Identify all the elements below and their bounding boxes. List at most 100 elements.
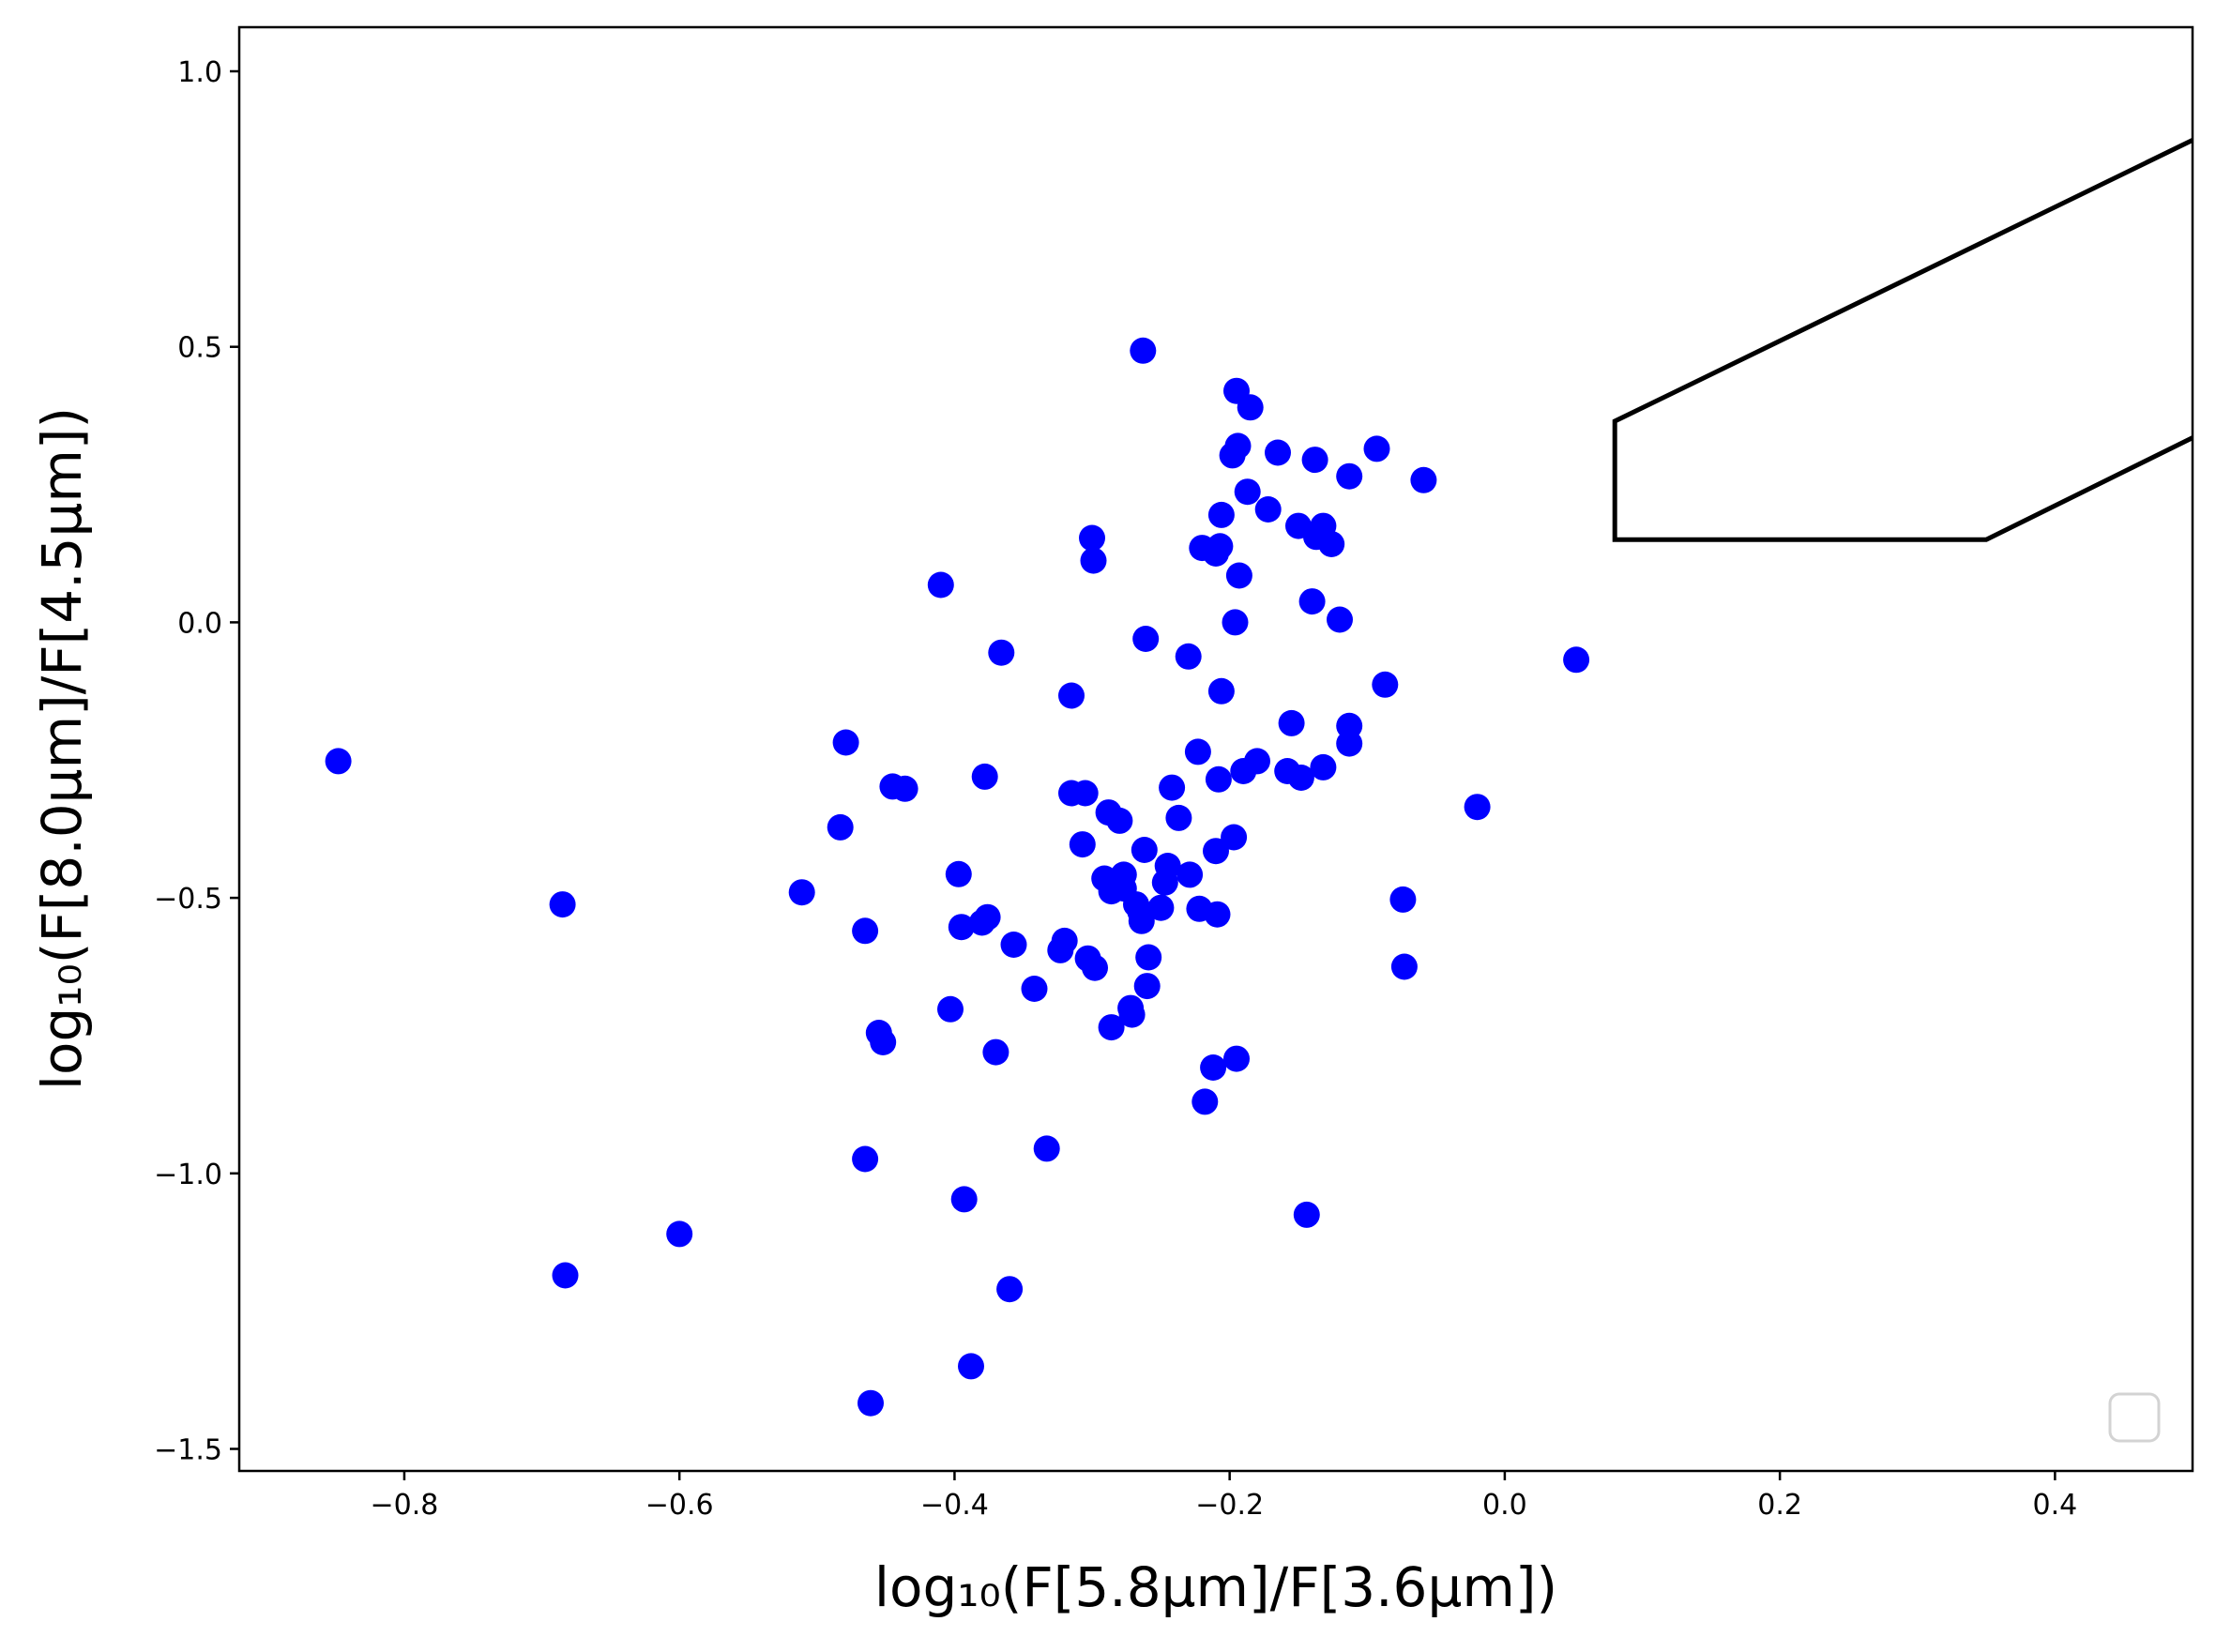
data-point bbox=[1278, 709, 1305, 736]
data-point bbox=[1058, 682, 1085, 709]
y-tick-label: −1.0 bbox=[154, 1159, 222, 1191]
data-point bbox=[552, 1262, 579, 1289]
x-axis-ticks: −0.8 −0.6 −0.4 −0.2 0.0 0.2 0.4 bbox=[371, 1471, 2078, 1522]
y-tick-label: 0.5 bbox=[177, 332, 222, 365]
data-point bbox=[1207, 533, 1234, 560]
plot-frame bbox=[237, 25, 2194, 1473]
data-point bbox=[1389, 886, 1417, 913]
x-tick-label: −0.2 bbox=[1195, 1489, 1264, 1522]
x-tick-label: −0.8 bbox=[371, 1489, 439, 1522]
data-point bbox=[666, 1220, 693, 1248]
data-point bbox=[870, 1029, 897, 1055]
data-point bbox=[1234, 478, 1261, 506]
data-point bbox=[1154, 853, 1181, 879]
data-point bbox=[549, 891, 576, 918]
data-point bbox=[1301, 447, 1328, 474]
data-point bbox=[1223, 1045, 1250, 1072]
data-point bbox=[1207, 501, 1235, 528]
x-tick-label: 0.2 bbox=[1757, 1489, 1802, 1522]
data-point bbox=[1205, 765, 1232, 793]
data-point bbox=[982, 1038, 1009, 1066]
data-point bbox=[937, 995, 964, 1023]
data-point bbox=[1135, 944, 1162, 971]
data-point bbox=[927, 571, 954, 599]
data-point bbox=[1069, 831, 1096, 858]
data-point bbox=[1221, 824, 1248, 851]
data-point bbox=[958, 1353, 984, 1380]
data-point bbox=[1410, 466, 1437, 493]
data-point bbox=[1287, 765, 1314, 791]
data-point bbox=[1176, 861, 1204, 888]
x-tick-label: −0.6 bbox=[645, 1489, 714, 1522]
data-point bbox=[1204, 901, 1231, 928]
data-point bbox=[1082, 954, 1108, 981]
data-point bbox=[1200, 1054, 1227, 1081]
data-point bbox=[1336, 462, 1363, 490]
data-point bbox=[1191, 1088, 1219, 1115]
boundary-line bbox=[1612, 138, 2194, 542]
data-point bbox=[788, 879, 815, 906]
data-point bbox=[1147, 894, 1175, 921]
x-axis-label: log₁₀(F[5.8μm]/F[3.6μm]) bbox=[874, 1555, 1557, 1619]
data-point bbox=[950, 1186, 978, 1213]
data-point bbox=[1237, 394, 1264, 421]
data-point bbox=[1363, 435, 1390, 462]
y-tick-label: 0.0 bbox=[177, 607, 222, 640]
data-point bbox=[974, 903, 1001, 931]
x-tick-label: −0.4 bbox=[920, 1489, 989, 1522]
data-point bbox=[1224, 432, 1252, 460]
data-point bbox=[852, 917, 879, 945]
data-point bbox=[832, 729, 859, 756]
data-point bbox=[1079, 524, 1105, 552]
data-point bbox=[325, 748, 352, 775]
data-point bbox=[1130, 337, 1157, 364]
data-point bbox=[1298, 588, 1326, 615]
legend-box bbox=[2108, 1392, 2161, 1443]
data-point bbox=[1159, 774, 1186, 801]
data-point bbox=[1310, 753, 1337, 781]
data-point bbox=[1563, 646, 1590, 674]
data-point bbox=[1318, 531, 1345, 557]
data-point bbox=[1051, 927, 1078, 954]
data-point bbox=[971, 763, 998, 790]
y-axis-ticks: 1.0 0.5 0.0 −0.5 −1.0 −1.5 bbox=[154, 56, 239, 1467]
data-point bbox=[1464, 794, 1491, 821]
data-point bbox=[1133, 973, 1161, 1000]
data-point bbox=[1132, 626, 1160, 652]
data-point bbox=[945, 860, 972, 887]
x-tick-label: 0.4 bbox=[2033, 1489, 2078, 1522]
data-point bbox=[1390, 953, 1418, 980]
data-point bbox=[1225, 562, 1252, 589]
data-point bbox=[1265, 439, 1291, 466]
data-point bbox=[1098, 1014, 1125, 1041]
data-point bbox=[1203, 838, 1229, 865]
data-point bbox=[996, 1276, 1024, 1303]
data-points bbox=[325, 337, 1590, 1417]
data-point bbox=[1106, 807, 1133, 834]
data-point bbox=[1254, 496, 1282, 523]
data-point bbox=[1207, 677, 1235, 705]
data-point bbox=[1336, 730, 1363, 757]
data-point bbox=[1080, 547, 1107, 574]
data-point bbox=[1293, 1201, 1320, 1228]
data-point bbox=[1071, 780, 1099, 807]
data-point bbox=[891, 775, 918, 802]
y-tick-label: −0.5 bbox=[154, 883, 222, 916]
data-point bbox=[1327, 606, 1353, 633]
data-point bbox=[852, 1145, 879, 1173]
y-tick-label: 1.0 bbox=[177, 56, 222, 89]
data-point bbox=[1165, 804, 1192, 831]
data-point bbox=[827, 813, 854, 841]
y-tick-label: −1.5 bbox=[154, 1434, 222, 1467]
data-point bbox=[1222, 609, 1249, 636]
boundary-region bbox=[1612, 138, 2194, 542]
data-point bbox=[1021, 976, 1048, 1002]
data-point bbox=[858, 1389, 884, 1417]
data-point bbox=[1175, 643, 1202, 670]
data-point bbox=[1244, 748, 1270, 775]
data-point bbox=[988, 639, 1015, 666]
x-tick-label: 0.0 bbox=[1482, 1489, 1527, 1522]
data-point bbox=[1118, 1001, 1146, 1028]
data-point bbox=[1131, 837, 1158, 863]
